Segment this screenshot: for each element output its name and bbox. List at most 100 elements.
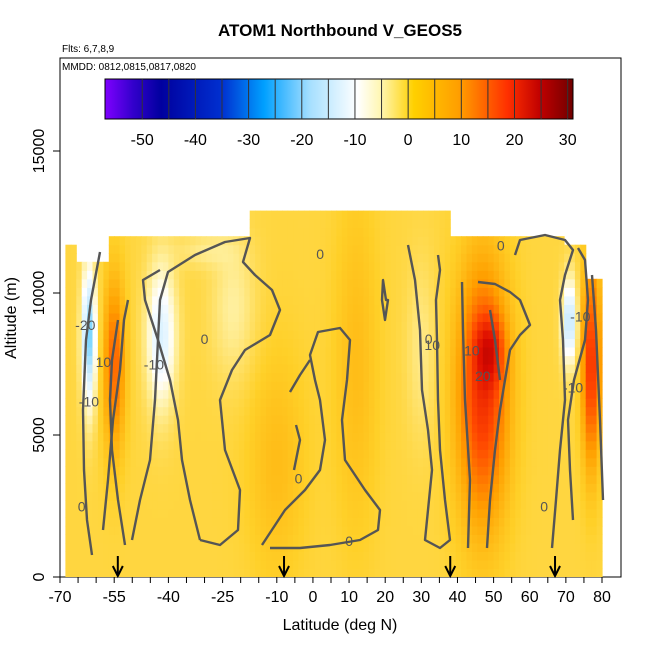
heatmap-cell — [444, 551, 451, 561]
heatmap-cell — [401, 389, 408, 399]
heatmap-cell — [596, 312, 603, 322]
heatmap-cell — [303, 534, 310, 544]
heatmap-cell — [325, 568, 332, 577]
heatmap-cell — [596, 295, 603, 305]
heatmap-cell — [417, 287, 424, 297]
heatmap-cell — [450, 440, 457, 450]
heatmap-cell — [347, 227, 354, 237]
heatmap-cell — [108, 525, 115, 535]
heatmap-cell — [293, 347, 300, 357]
heatmap-cell — [298, 560, 305, 570]
heatmap-cell — [298, 347, 305, 357]
heatmap-cell — [266, 381, 272, 391]
heatmap-cell — [238, 278, 245, 288]
heatmap-cell — [455, 551, 462, 561]
heatmap-cell — [135, 278, 142, 288]
heatmap-cell — [596, 457, 603, 467]
heatmap-cell — [331, 560, 337, 570]
heatmap-cell — [461, 312, 468, 322]
heatmap-cell — [547, 449, 554, 459]
heatmap-cell — [276, 372, 283, 382]
heatmap-cell — [119, 398, 126, 408]
heatmap-cell — [499, 278, 505, 288]
heatmap-cell — [81, 568, 88, 577]
heatmap-cell — [195, 449, 202, 459]
heatmap-cell — [417, 474, 424, 484]
heatmap-cell — [515, 372, 522, 382]
heatmap-cell — [428, 398, 435, 408]
heatmap-cell — [141, 398, 148, 408]
heatmap-cell — [244, 474, 251, 484]
heatmap-cell — [97, 312, 104, 322]
heatmap-cell — [580, 423, 587, 433]
heatmap-cell — [195, 381, 202, 391]
heatmap-cell — [293, 295, 300, 305]
heatmap-cell — [471, 338, 478, 348]
heatmap-cell — [287, 483, 294, 493]
heatmap-cell — [553, 321, 560, 331]
heatmap-cell — [537, 304, 543, 314]
x-axis-label: Latitude (deg N) — [283, 617, 398, 634]
heatmap-cell — [488, 423, 495, 433]
heatmap-cell — [574, 491, 581, 501]
heatmap-cell — [114, 329, 121, 339]
heatmap-cell — [249, 560, 256, 570]
heatmap-cell — [293, 219, 300, 229]
heatmap-cell — [504, 278, 511, 288]
heatmap-cell — [228, 568, 234, 577]
heatmap-cell — [157, 372, 164, 382]
heatmap-cell — [379, 415, 386, 425]
heatmap-cell — [390, 551, 397, 561]
heatmap-cell — [444, 483, 451, 493]
heatmap-cell — [331, 389, 337, 399]
heatmap-cell — [152, 500, 159, 510]
heatmap-cell — [276, 219, 283, 229]
heatmap-cell — [596, 338, 603, 348]
heatmap-cell — [379, 364, 386, 374]
heatmap-cell — [276, 227, 283, 237]
heatmap-cell — [374, 321, 381, 331]
heatmap-cell — [336, 440, 343, 450]
heatmap-cell — [580, 329, 587, 339]
heatmap-cell — [103, 406, 110, 416]
heatmap-cell — [266, 406, 272, 416]
heatmap-cell — [363, 440, 370, 450]
heatmap-cell — [580, 440, 587, 450]
heatmap-cell — [260, 432, 267, 442]
heatmap-cell — [580, 474, 587, 484]
heatmap-cell — [130, 551, 137, 561]
heatmap-cell — [358, 415, 365, 425]
heatmap-cell — [331, 440, 337, 450]
heatmap-cell — [293, 312, 300, 322]
heatmap-cell — [574, 389, 581, 399]
heatmap-cell — [553, 364, 560, 374]
heatmap-cell — [368, 210, 375, 220]
heatmap-cell — [282, 389, 289, 399]
heatmap-cell — [347, 270, 354, 280]
heatmap-cell — [255, 542, 262, 552]
heatmap-cell — [271, 312, 278, 322]
heatmap-cell — [282, 534, 289, 544]
heatmap-cell — [341, 364, 348, 374]
heatmap-cell — [596, 347, 603, 357]
heatmap-cell — [228, 560, 234, 570]
heatmap-cell — [211, 244, 218, 254]
heatmap-cell — [320, 304, 327, 314]
heatmap-cell — [130, 491, 137, 501]
heatmap-cell — [347, 372, 354, 382]
heatmap-cell — [119, 355, 126, 365]
heatmap-cell — [547, 287, 554, 297]
heatmap-cell — [303, 287, 310, 297]
heatmap-cell — [130, 278, 137, 288]
heatmap-cell — [65, 312, 72, 322]
heatmap-cell — [450, 347, 457, 357]
heatmap-cell — [314, 440, 321, 450]
heatmap-cell — [125, 236, 131, 246]
heatmap-cell — [157, 381, 164, 391]
heatmap-cell — [520, 389, 527, 399]
heatmap-cell — [190, 321, 197, 331]
heatmap-cell — [309, 329, 316, 339]
heatmap-cell — [130, 372, 137, 382]
heatmap-cell — [293, 432, 300, 442]
heatmap-cell — [141, 440, 148, 450]
